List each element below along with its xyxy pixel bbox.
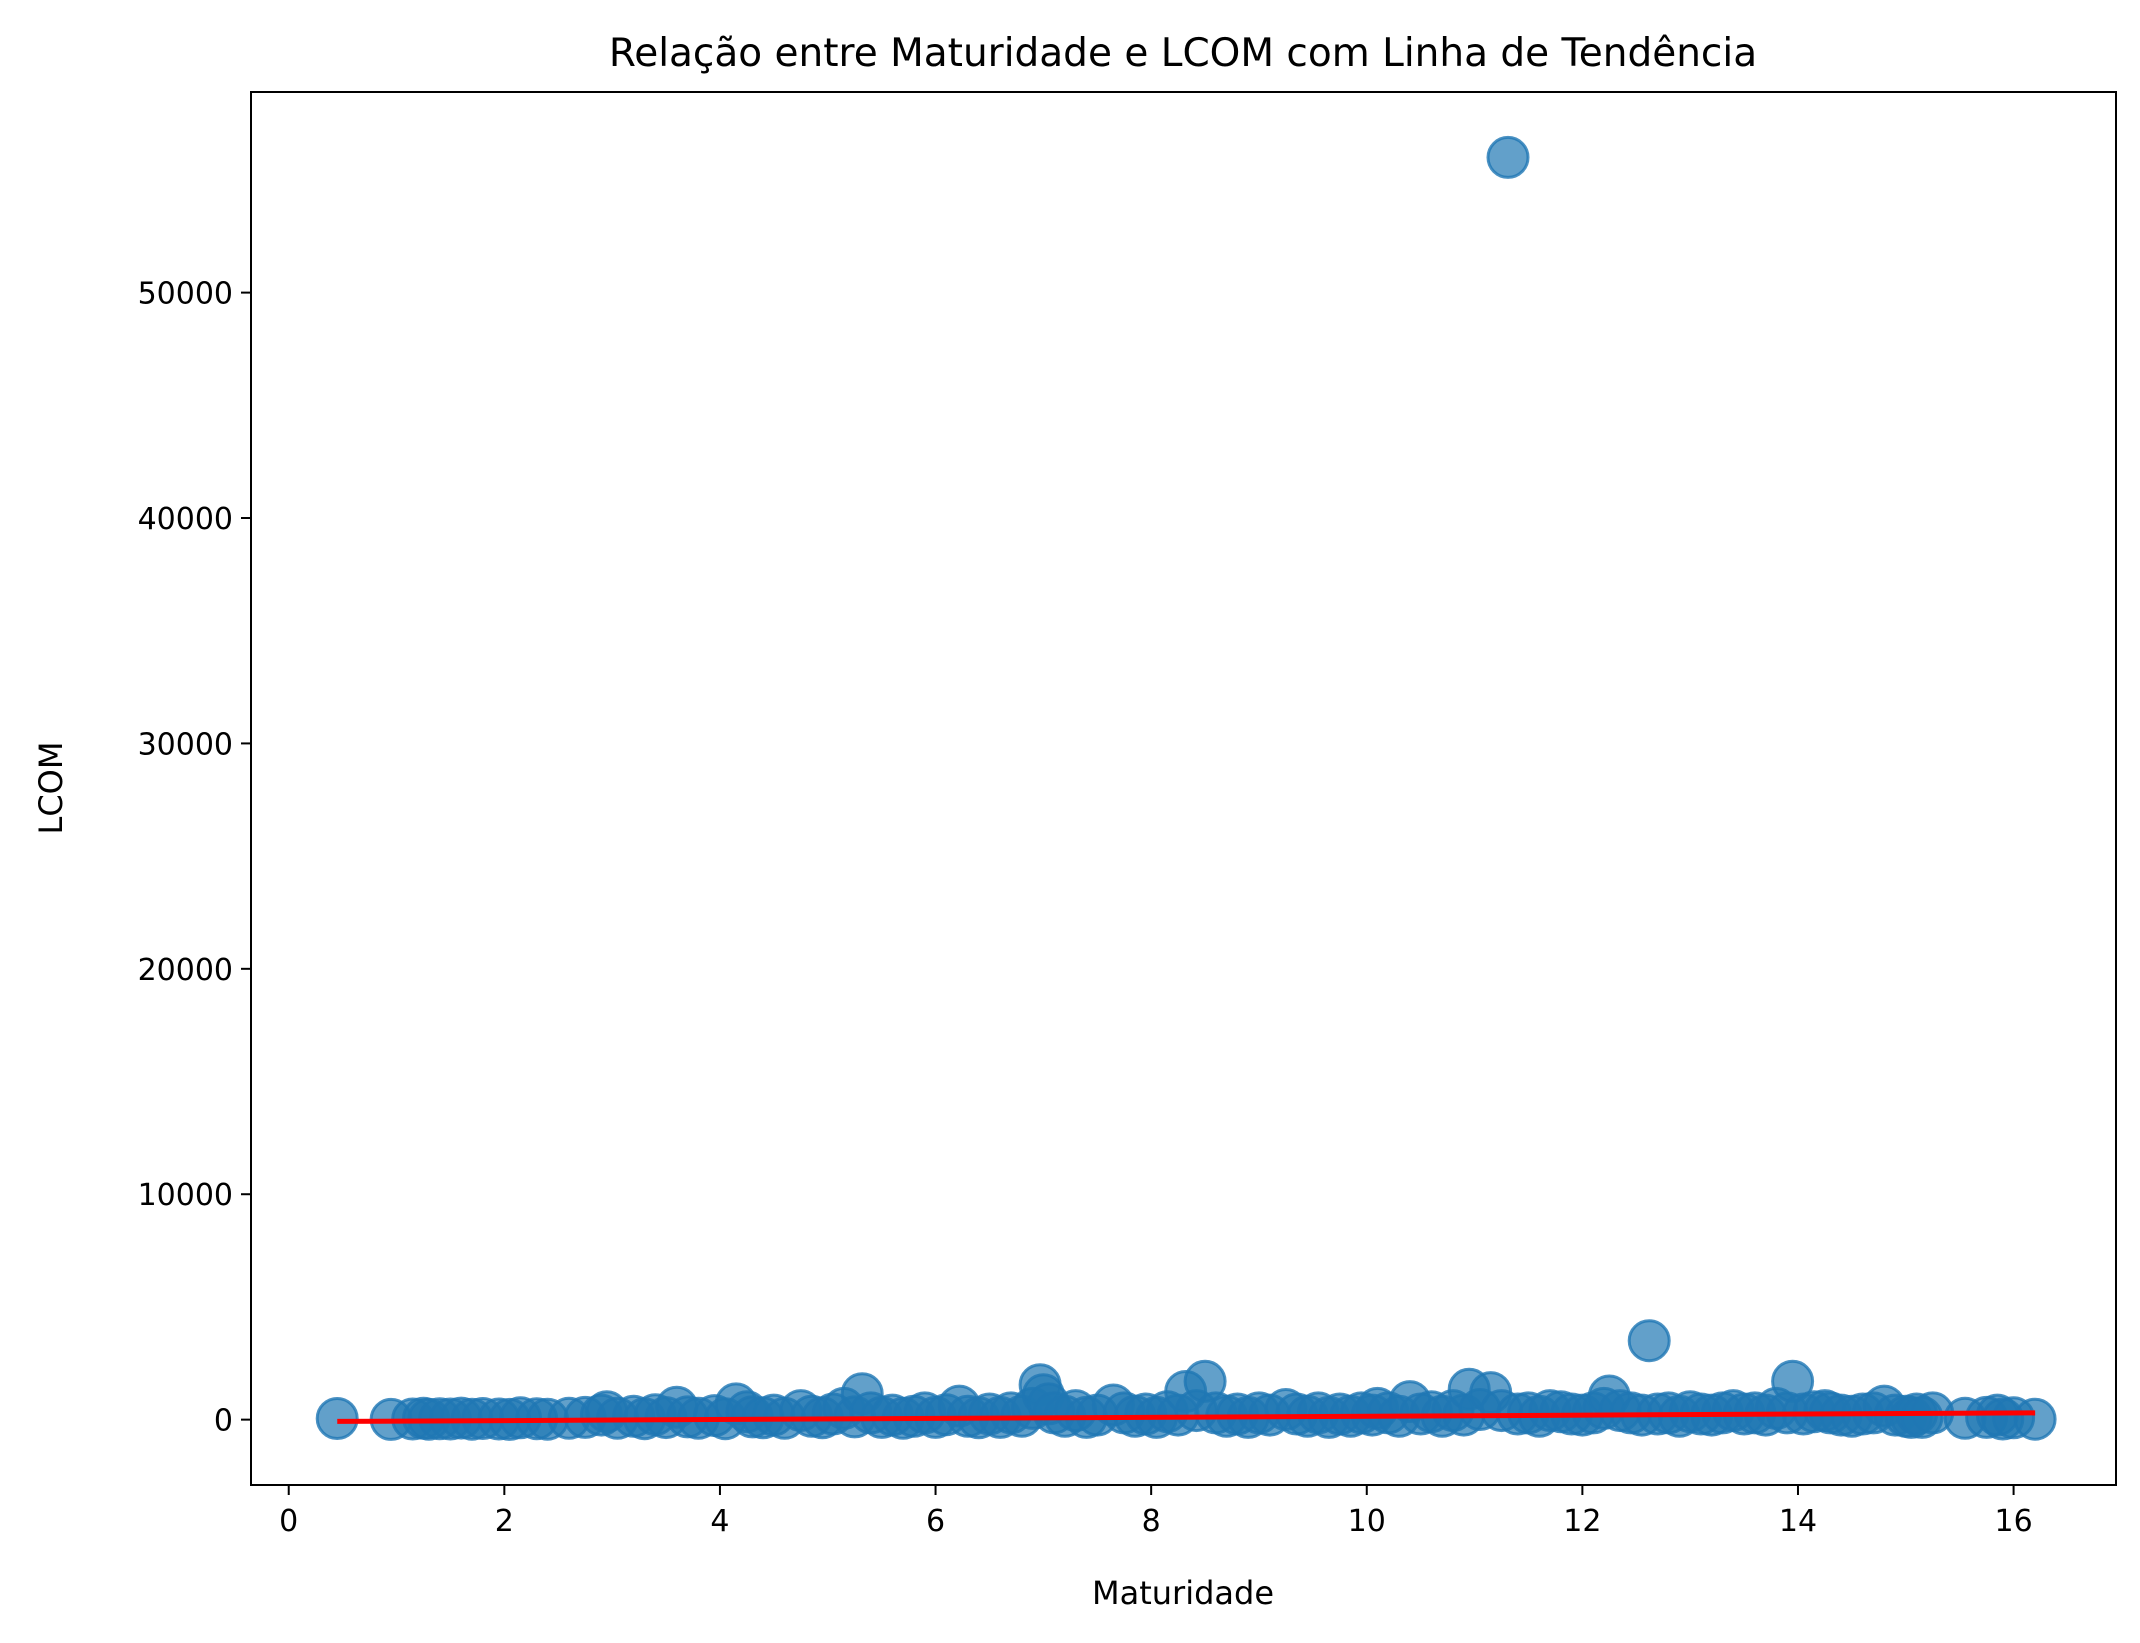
y-tick-label: 40000 (138, 502, 233, 537)
x-axis-ticks: 0 2 4 6 8 10 12 14 16 (279, 1485, 2033, 1539)
trend-line (337, 1410, 2036, 1424)
x-tick-label: 10 (1348, 1504, 1386, 1539)
scatter-point (315, 1397, 359, 1440)
x-tick-label: 12 (1563, 1504, 1601, 1539)
y-axis-label: LCOM (32, 742, 70, 835)
x-tick-label: 4 (710, 1504, 729, 1539)
scatter-point (1627, 1319, 1671, 1363)
y-tick-label: 30000 (138, 727, 233, 762)
y-tick-label: 0 (214, 1404, 233, 1439)
y-axis-ticks: 0 10000 20000 30000 40000 50000 (138, 277, 251, 1439)
x-tick-label: 0 (279, 1504, 298, 1539)
x-axis-label: Maturidade (1092, 1574, 1274, 1612)
x-tick-label: 16 (1994, 1504, 2032, 1539)
x-tick-label: 2 (495, 1504, 514, 1539)
y-tick-label: 20000 (138, 953, 233, 988)
y-tick-label: 50000 (138, 277, 233, 312)
plot-area-frame (250, 91, 2117, 1486)
x-tick-label: 6 (926, 1504, 945, 1539)
x-tick-label: 8 (1142, 1504, 1161, 1539)
y-tick-label: 10000 (138, 1178, 233, 1213)
scatter-point (2013, 1397, 2057, 1441)
x-tick-label: 14 (1779, 1504, 1817, 1539)
trend-line-layer (337, 1410, 2036, 1424)
scatter-point (1486, 135, 1530, 179)
chart-title: Relação entre Maturidade e LCOM com Linh… (609, 31, 1757, 76)
